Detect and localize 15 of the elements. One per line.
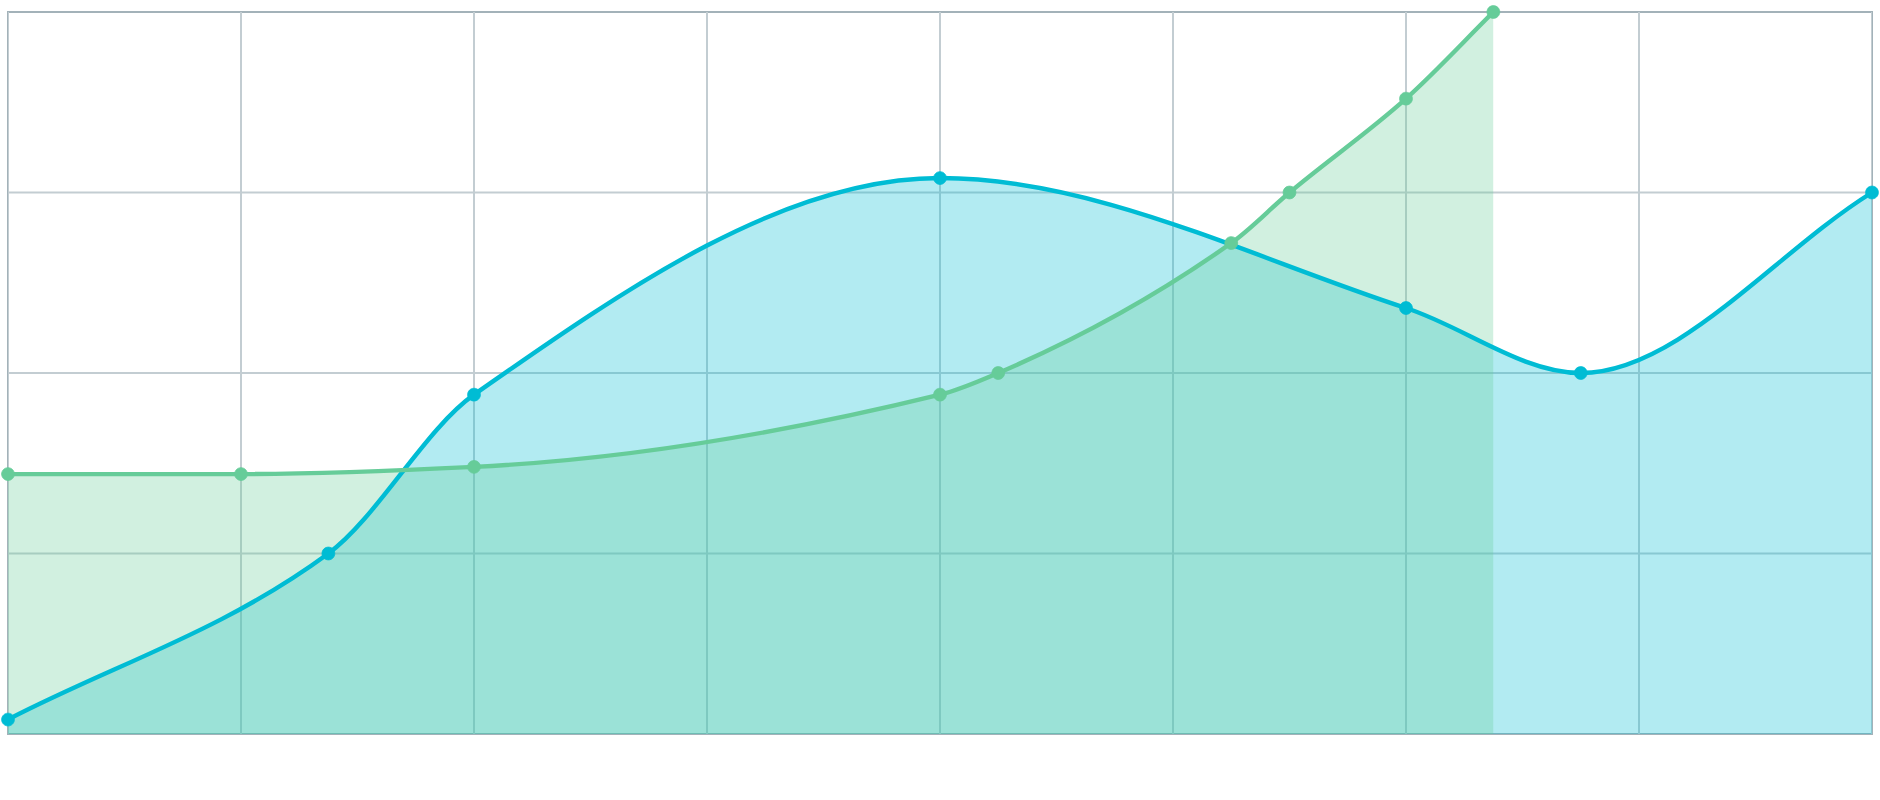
point: [1399, 301, 1413, 315]
point: [1399, 91, 1413, 106]
point: [1, 467, 15, 481]
point: [1, 712, 15, 727]
point: [234, 467, 248, 481]
point: [1224, 236, 1239, 250]
point: [933, 171, 947, 185]
point: [467, 387, 481, 402]
point: [467, 460, 481, 474]
point: [991, 366, 1006, 380]
point: [933, 387, 947, 402]
point: [1282, 185, 1297, 200]
point: [1486, 5, 1501, 19]
point: [321, 546, 336, 561]
point: [1573, 366, 1588, 380]
